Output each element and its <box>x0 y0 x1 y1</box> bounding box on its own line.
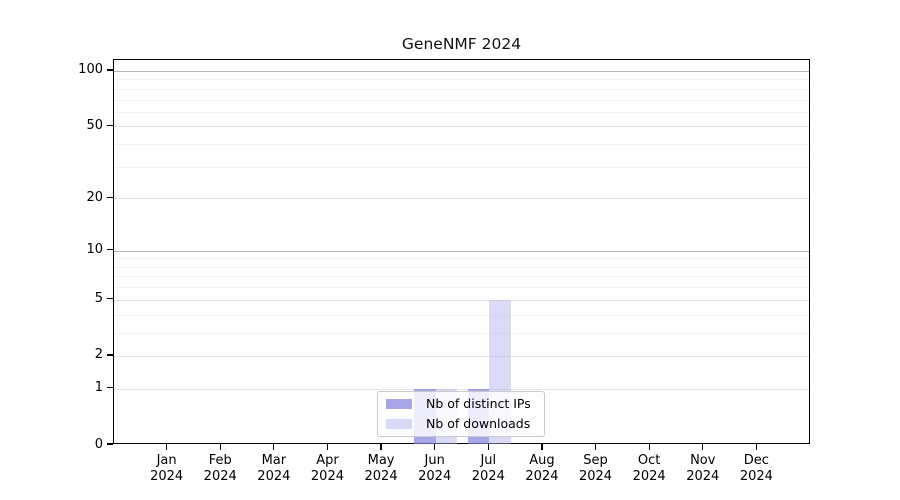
x-axis-tick-label-apr: Apr 2024 <box>310 453 344 484</box>
x-axis-tick-sep <box>594 444 597 450</box>
x-axis-tick-apr <box>326 444 329 450</box>
y-axis-tick-label-10: 10 <box>86 242 103 258</box>
x-axis-tick-dec <box>755 444 757 450</box>
y-axis-tick-label-50: 50 <box>86 117 103 133</box>
gridline-y-60 <box>114 111 809 113</box>
legend-label-downloads: Nb of downloads <box>426 416 531 431</box>
y-axis-tick-100 <box>107 69 113 71</box>
gridline-y-9 <box>114 258 809 260</box>
y-axis-tick-1 <box>107 387 113 389</box>
x-axis-tick-may <box>380 444 382 450</box>
gridline-y-30 <box>114 166 809 168</box>
gridline-y-50 <box>114 126 809 128</box>
gridline-y-2 <box>114 355 809 357</box>
legend-swatch-distinct-ips-icon <box>386 399 412 409</box>
legend-row-distinct-ips: Nb of distinct IPs <box>386 396 536 412</box>
x-axis-tick-nov <box>702 444 704 450</box>
x-axis-tick-aug <box>541 444 543 450</box>
y-axis-tick-label-100: 100 <box>78 62 103 78</box>
y-axis-tick-label-0: 0 <box>94 436 103 452</box>
x-axis-tick-mar <box>273 444 275 450</box>
x-axis-tick-label-sep: Sep 2024 <box>578 453 613 484</box>
x-axis-tick-label-nov: Nov 2024 <box>686 453 720 484</box>
y-axis-tick-20 <box>107 196 113 198</box>
gridline-y-6 <box>114 287 809 289</box>
gridline-y-40 <box>114 144 809 146</box>
gridline-y-5 <box>114 299 809 301</box>
x-axis-tick-label-aug: Aug 2024 <box>525 453 559 484</box>
x-axis-tick-jul <box>487 444 489 450</box>
gridline-y-90 <box>114 79 809 81</box>
x-axis-tick-label-feb: Feb 2024 <box>203 453 237 484</box>
y-axis-tick-label-1: 1 <box>94 380 103 396</box>
x-axis-tick-label-oct: Oct 2024 <box>632 453 666 484</box>
y-axis-tick-2 <box>107 354 113 356</box>
y-axis-tick-10 <box>107 249 113 251</box>
x-axis-tick-jan <box>166 444 168 450</box>
gridline-y-10 <box>114 250 809 252</box>
gridline-y-20 <box>114 198 809 200</box>
x-axis-tick-label-mar: Mar 2024 <box>257 453 291 484</box>
y-axis-tick-50 <box>107 124 113 126</box>
y-axis-tick-label-2: 2 <box>94 347 103 363</box>
x-axis-tick-label-jul: Jul 2024 <box>471 453 505 484</box>
y-axis-tick-label-5: 5 <box>94 291 103 307</box>
legend-label-distinct-ips: Nb of distinct IPs <box>426 396 531 411</box>
gridline-y-70 <box>114 99 809 101</box>
plot-area <box>113 59 810 444</box>
x-axis-tick-label-may: May 2024 <box>364 453 398 484</box>
legend: Nb of distinct IPs Nb of downloads <box>377 391 545 437</box>
gridline-y-7 <box>114 276 809 278</box>
y-axis-tick-label-20: 20 <box>86 189 103 205</box>
gridline-y-80 <box>114 88 809 90</box>
x-axis-tick-feb <box>219 444 221 450</box>
x-axis-tick-oct <box>648 444 650 450</box>
gridline-y-4 <box>114 314 809 316</box>
legend-swatch-downloads-icon <box>386 419 412 429</box>
x-axis-tick-label-jan: Jan 2024 <box>150 453 184 484</box>
x-axis-tick-jun <box>434 444 436 450</box>
gridline-y-1 <box>114 388 809 390</box>
x-axis-tick-label-dec: Dec 2024 <box>739 453 773 484</box>
gridline-y-3 <box>114 332 809 334</box>
chart-title: GeneNMF 2024 <box>401 35 522 53</box>
x-axis-tick-label-jun: Jun 2024 <box>418 453 452 484</box>
gridline-y-8 <box>114 266 809 268</box>
y-axis-tick-5 <box>107 298 113 300</box>
legend-row-downloads: Nb of downloads <box>386 416 536 432</box>
gridline-y-100 <box>114 70 809 72</box>
y-axis-tick-0 <box>107 443 113 445</box>
